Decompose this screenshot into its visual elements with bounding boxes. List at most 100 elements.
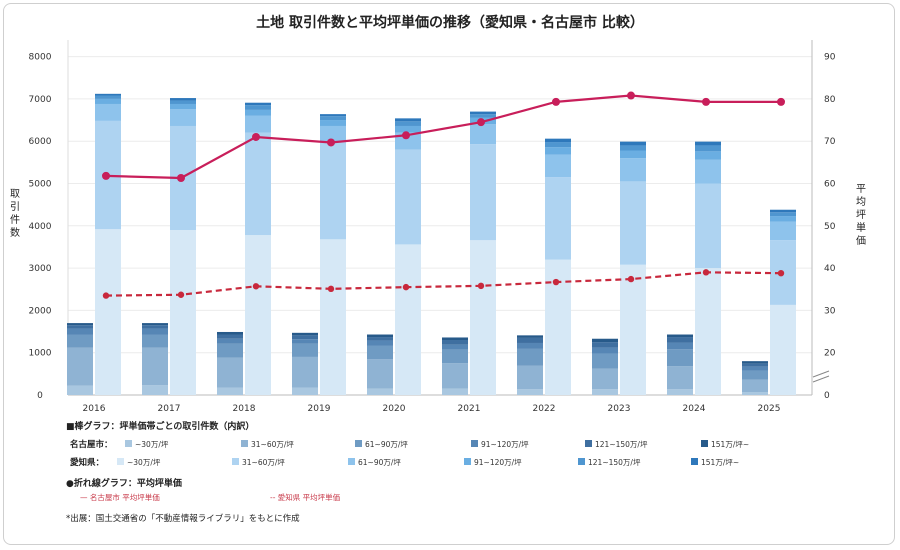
nagoya-bar-segment [742, 361, 768, 364]
aichi-bar-segment [620, 264, 646, 395]
nagoya-price-point [552, 97, 560, 106]
aichi-price-point [327, 285, 335, 293]
right-axis-title-char: 均 [856, 196, 866, 208]
nagoya-bar-segment [292, 335, 318, 340]
aichi-bar-segment [95, 93, 121, 96]
aichi-bar-segment [620, 141, 646, 146]
nagoya-bar-segment [592, 338, 618, 343]
left-tick-label: 1000 [29, 349, 52, 359]
aichi-bar-segment [695, 145, 721, 152]
nagoya-bar-segment [367, 337, 393, 341]
nagoya-bar-segment [367, 340, 393, 346]
aichi-bar-segment [395, 244, 421, 395]
aichi-price-point [627, 275, 635, 283]
nagoya-bar-segment [742, 366, 768, 371]
nagoya-bar-segment [592, 342, 618, 348]
nagoya-bar-segment [667, 342, 693, 350]
nagoya-bar-segment [367, 334, 393, 338]
aichi-legend-text: ~30万/坪 [127, 458, 161, 467]
left-axis-title-char: 引 [10, 201, 20, 213]
nagoya-bar-segment [517, 337, 543, 343]
nagoya-bar-segment [592, 347, 618, 354]
nagoya-bar-segment [67, 347, 93, 386]
left-tick-label: 7000 [29, 95, 52, 105]
aichi-bar-segment [95, 229, 121, 395]
aichi-bar-segment [95, 103, 121, 121]
right-axis-title-char: 平 [856, 184, 866, 195]
aichi-bar-segment [695, 151, 721, 160]
nagoya-bar-segment [292, 387, 318, 395]
aichi-bar-segment [245, 132, 271, 236]
lines [102, 91, 785, 299]
aichi-bar-segment [245, 102, 271, 106]
legend-line-heading: ●折れ線グラフ：平均坪単価 [66, 477, 182, 489]
aichi-bar-segment [620, 158, 646, 182]
nagoya-price-point [777, 97, 785, 106]
aichi-bar-segment [395, 149, 421, 245]
aichi-bar-segment [620, 150, 646, 159]
nagoya-bar-segment [217, 334, 243, 339]
nagoya-bar-segment [367, 388, 393, 395]
legend-bar-heading: ■棒グラフ：坪単価帯ごとの取引件数（内訳） [66, 420, 254, 432]
nagoya-bar-segment [442, 388, 468, 395]
x-tick-label: 2021 [458, 404, 481, 414]
nagoya-bar-segment [742, 379, 768, 393]
nagoya-legend-text: 91~120万/坪 [481, 440, 529, 449]
nagoya-bar-segment [667, 349, 693, 367]
aichi-bar-segment [245, 105, 271, 110]
nagoya-bar-segment [667, 337, 693, 343]
legend-line-nagoya: — 名古屋市 平均坪単価 [80, 492, 160, 502]
x-tick-label: 2020 [383, 404, 406, 414]
nagoya-bar-segment [217, 343, 243, 358]
left-tick-label: 8000 [29, 53, 52, 63]
aichi-legend-swatch [578, 458, 585, 465]
legend-nagoya-label: 名古屋市： [70, 439, 113, 450]
aichi-price-line [105, 271, 782, 297]
x-tick-label: 2016 [83, 404, 106, 414]
aichi-bar-segment [395, 132, 421, 150]
aichi-bar-segment [170, 103, 196, 110]
aichi-bar-segment [320, 125, 346, 142]
aichi-bar-segment [770, 209, 796, 213]
x-tick-label: 2022 [533, 404, 556, 414]
nagoya-bar-segment [367, 359, 393, 389]
aichi-bar-segment [95, 95, 121, 99]
left-tick-label: 0 [37, 391, 43, 401]
nagoya-legend-swatch [241, 440, 248, 447]
aichi-bar-segment [695, 183, 721, 269]
aichi-bar-segment [770, 221, 796, 241]
aichi-bar-segment [545, 138, 571, 143]
right-axis-title-char: 単 [856, 221, 866, 234]
nagoya-legend-text: 151万/坪~ [711, 440, 749, 449]
nagoya-bar-segment [292, 343, 318, 357]
source-note: *出展：国土交通省の「不動産情報ライブラリ」をもとに作成 [66, 513, 300, 524]
right-tick-label: 50 [824, 222, 836, 232]
aichi-bar-segment [95, 98, 121, 104]
left-axis-ticks: 0 1000 2000 3000 4000 5000 6000 7000 8000 [29, 53, 52, 401]
aichi-legend-text: 31~60万/坪 [242, 458, 285, 467]
aichi-bar-segment [170, 100, 196, 104]
aichi-bar-segment [470, 124, 496, 145]
x-tick-label: 2023 [608, 404, 631, 414]
right-tick-label: 60 [824, 180, 836, 190]
legend-line-aichi: -- 愛知県 平均坪単価 [270, 492, 341, 502]
chart-frame [3, 3, 895, 545]
left-tick-label: 5000 [29, 180, 52, 190]
aichi-legend-swatch [348, 458, 355, 465]
nagoya-bar-segment [592, 389, 618, 395]
right-tick-zero: 0 [824, 391, 830, 401]
nagoya-bar-segment [217, 331, 243, 335]
aichi-legend-swatch [691, 458, 698, 465]
left-axis-title-char: 件 [10, 214, 20, 226]
left-tick-label: 4000 [29, 222, 52, 232]
nagoya-price-point [252, 132, 260, 141]
nagoya-bar-segment [442, 337, 468, 341]
nagoya-bar-segment [442, 340, 468, 345]
aichi-legend-swatch [464, 458, 471, 465]
nagoya-price-line [105, 94, 781, 180]
x-tick-label: 2018 [233, 404, 256, 414]
nagoya-bar-segment [292, 356, 318, 388]
x-tick-label: 2017 [158, 404, 181, 414]
aichi-bar-segment [170, 109, 196, 126]
aichi-bar-segment [545, 177, 571, 260]
